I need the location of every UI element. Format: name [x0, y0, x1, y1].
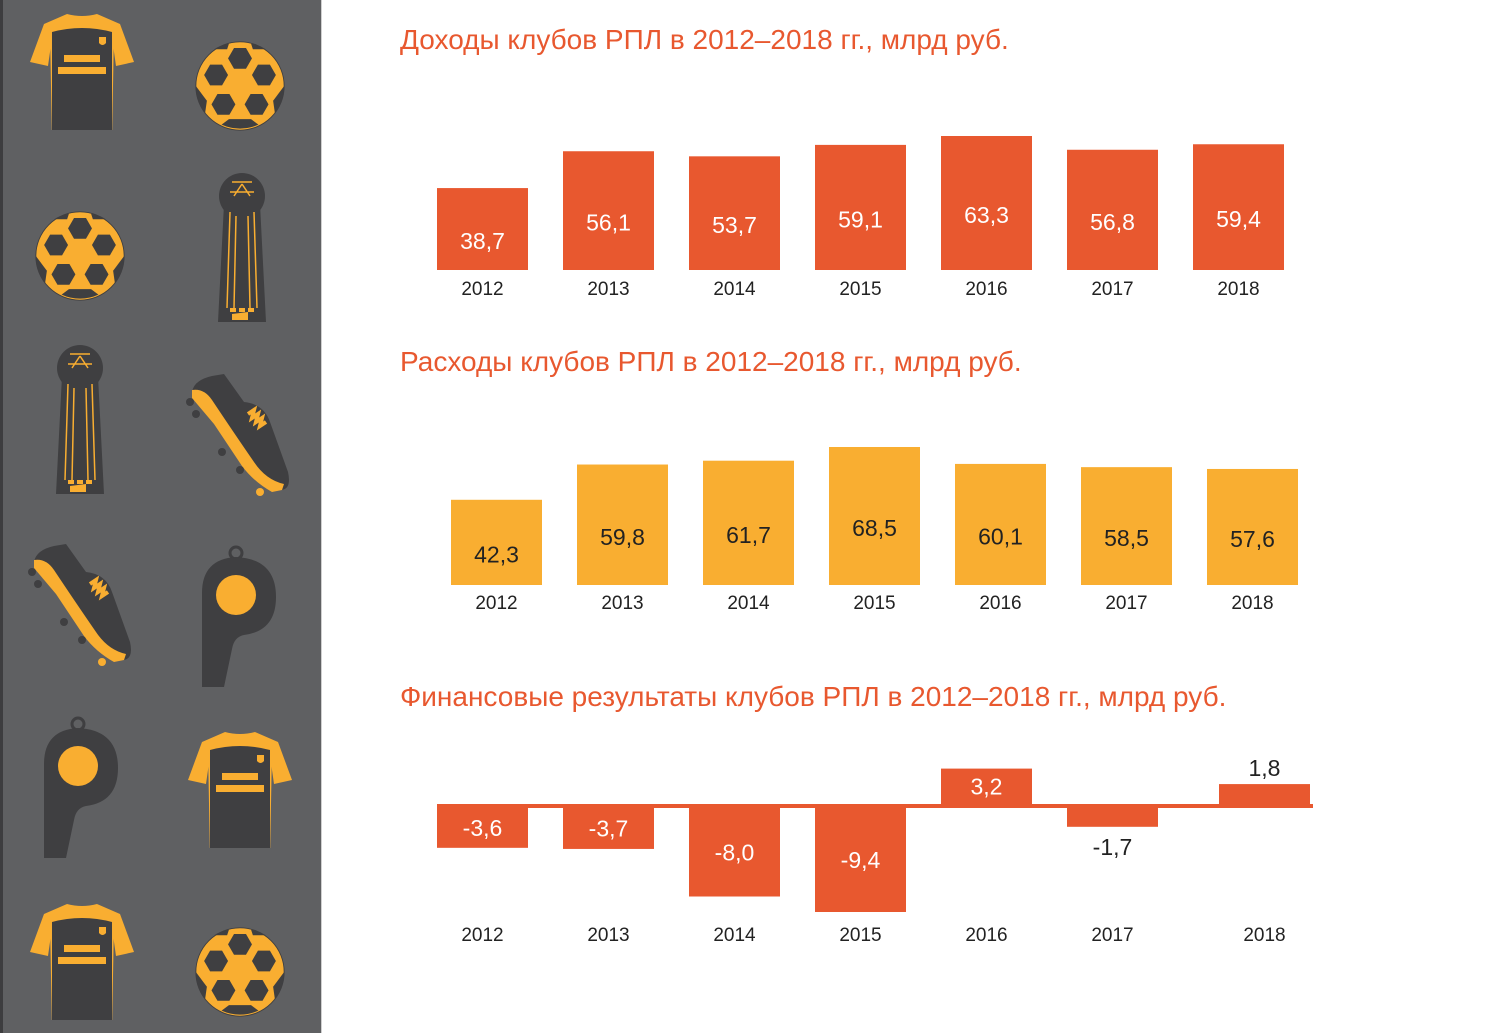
x-tick-label-2017: 2017: [1091, 279, 1133, 300]
value-label-2015: -9,4: [841, 847, 881, 873]
trophy-icon: [52, 344, 108, 505]
x-tick-label-2012: 2012: [461, 925, 503, 946]
value-label-2016: 63,3: [964, 202, 1009, 228]
value-label-2012: 42,3: [474, 541, 519, 567]
bar-2018: [1193, 144, 1284, 270]
x-tick-label-2016: 2016: [965, 925, 1007, 946]
decorative-icon-panel: [0, 0, 322, 1033]
bar-2015: [815, 808, 906, 912]
bar-2015: [815, 144, 906, 270]
jersey-icon: [22, 10, 142, 140]
x-tick-label-2014: 2014: [727, 593, 770, 614]
x-tick-label-2015: 2015: [853, 593, 895, 614]
bar-2013: [577, 464, 668, 585]
football-boot-icon: [184, 372, 294, 507]
x-tick-label-2013: 2013: [587, 925, 629, 946]
results-chart-title: Финансовые результаты клубов РПЛ в 2012–…: [400, 681, 1227, 712]
bar-2013: [563, 808, 654, 849]
soccer-ball-icon: [34, 210, 126, 307]
whistle-icon: [196, 545, 286, 700]
bar-2013: [563, 151, 654, 270]
value-label-2015: 59,1: [838, 206, 883, 232]
x-tick-label-2013: 2013: [601, 593, 643, 614]
x-tick-label-2018: 2018: [1217, 279, 1259, 300]
value-label-2015: 68,5: [852, 515, 897, 541]
soccer-ball-icon: [194, 926, 286, 1023]
trophy-icon: [214, 172, 270, 333]
soccer-ball-icon: [194, 40, 286, 137]
x-tick-label-2012: 2012: [475, 593, 517, 614]
bar-2012: [437, 188, 528, 270]
value-label-2016: 60,1: [978, 523, 1023, 549]
x-tick-label-2012: 2012: [461, 279, 503, 300]
x-tick-label-2018: 2018: [1243, 925, 1285, 946]
x-tick-label-2014: 2014: [713, 925, 756, 946]
x-tick-label-2014: 2014: [713, 279, 756, 300]
value-label-2017: 56,8: [1090, 209, 1135, 235]
bar-2015: [829, 447, 920, 585]
zero-baseline: [437, 804, 1313, 808]
value-label-2012: -3,6: [463, 815, 503, 841]
bar-2018: [1207, 468, 1298, 585]
jersey-icon: [180, 728, 300, 858]
value-label-2013: -3,7: [589, 815, 629, 841]
bar-2014: [703, 460, 794, 585]
jersey-icon: [22, 900, 142, 1030]
value-label-2018: 1,8: [1249, 755, 1281, 781]
value-label-2018: 59,4: [1216, 206, 1261, 232]
x-tick-label-2015: 2015: [839, 279, 881, 300]
value-label-2012: 38,7: [460, 228, 505, 254]
value-label-2014: 61,7: [726, 522, 771, 548]
value-label-2016: 3,2: [971, 773, 1003, 799]
x-tick-label-2016: 2016: [965, 279, 1007, 300]
value-label-2013: 56,1: [586, 210, 631, 236]
expenses-chart-title: Расходы клубов РПЛ в 2012–2018 гг., млрд…: [400, 346, 1022, 377]
bar-2017: [1067, 808, 1158, 827]
value-label-2014: -8,0: [715, 839, 755, 865]
bar-2012: [451, 499, 542, 585]
bar-2018: [1219, 784, 1310, 804]
bar-2016: [941, 136, 1032, 270]
x-tick-label-2017: 2017: [1091, 925, 1133, 946]
bar-2012: [437, 808, 528, 848]
bar-2017: [1081, 467, 1172, 585]
bar-2014: [689, 156, 780, 270]
bar-2014: [689, 808, 780, 897]
x-tick-label-2018: 2018: [1231, 593, 1273, 614]
bar-2017: [1067, 149, 1158, 270]
value-label-2017: -1,7: [1093, 834, 1133, 860]
value-label-2014: 53,7: [712, 212, 757, 238]
x-tick-label-2015: 2015: [839, 925, 881, 946]
income-chart-title: Доходы клубов РПЛ в 2012–2018 гг., млрд …: [400, 24, 1009, 55]
x-tick-label-2016: 2016: [979, 593, 1021, 614]
value-label-2018: 57,6: [1230, 526, 1275, 552]
football-boot-icon: [26, 542, 136, 677]
bar-2016: [941, 768, 1032, 804]
whistle-icon: [38, 716, 128, 871]
bar-2016: [955, 463, 1046, 585]
value-label-2017: 58,5: [1104, 525, 1149, 551]
value-label-2013: 59,8: [600, 524, 645, 550]
x-tick-label-2017: 2017: [1105, 593, 1147, 614]
x-tick-label-2013: 2013: [587, 279, 629, 300]
